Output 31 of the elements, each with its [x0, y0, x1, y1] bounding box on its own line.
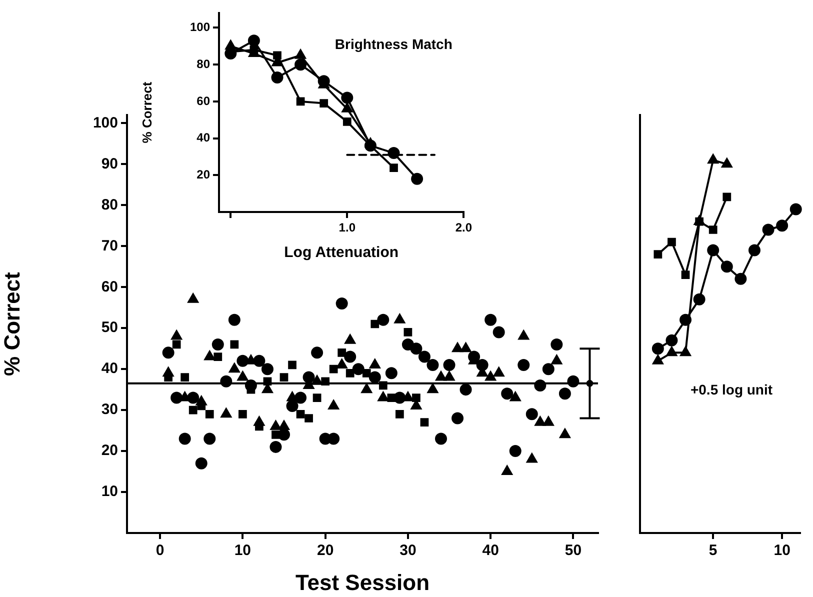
y-tick-label: 70 [101, 237, 118, 254]
y-tick-label: 20 [101, 442, 118, 460]
y-tick-label: 80 [101, 196, 118, 214]
y-tick-label: 50 [101, 319, 118, 336]
annotation: +0.5 log unit [690, 382, 773, 398]
x-tick-label: 5 [708, 542, 718, 560]
y-tick-label: 100 [190, 20, 210, 34]
x-axis-title: Test Session [295, 570, 430, 595]
y-tick-label: 30 [101, 401, 118, 418]
text: Brightness Match [334, 36, 452, 52]
y-tick-label: 100 [92, 114, 118, 132]
y-tick-label: 40 [101, 360, 118, 378]
y-tick-label: 40 [196, 130, 210, 145]
y-axis-title: % Correct [139, 81, 154, 144]
y-tick-label: 90 [101, 155, 118, 172]
x-tick-label: 40 [482, 542, 499, 560]
x-tick-label: 10 [234, 542, 252, 560]
y-tick-label: 10 [101, 483, 118, 500]
x-tick-label: 20 [316, 542, 334, 560]
y-tick-label: 20 [196, 167, 210, 182]
x-tick-label: 0 [156, 542, 164, 560]
y-tick-label: 80 [196, 56, 210, 71]
y-axis-title: % Correct [0, 271, 24, 376]
x-tick-label: 1.0 [338, 220, 356, 235]
x-tick-label: 10 [774, 542, 790, 560]
x-axis-title: Log Attenuation [284, 244, 399, 262]
y-tick-label: 60 [101, 278, 118, 296]
x-tick-label: 50 [564, 542, 582, 560]
y-tick-label: 60 [196, 94, 210, 108]
x-tick-label: 2.0 [455, 220, 472, 235]
x-tick-label: 30 [400, 542, 416, 560]
